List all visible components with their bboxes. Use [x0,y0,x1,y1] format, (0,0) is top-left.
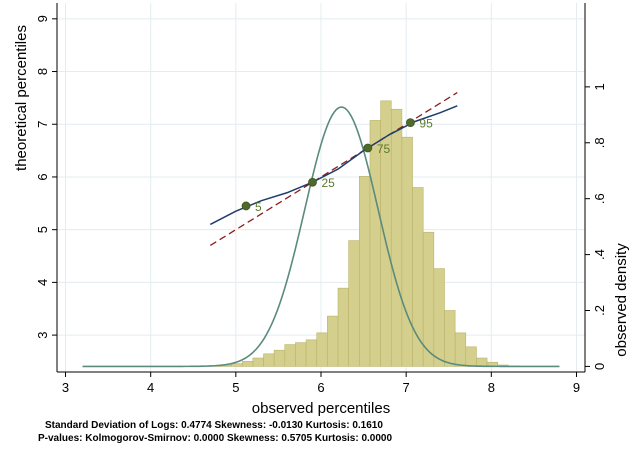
y-tick-right-label: .2 [592,305,607,316]
y-tick-left-label: 7 [35,121,50,128]
x-tick-label: 8 [488,380,495,395]
histogram-bar [316,332,328,367]
stats-line-1: Standard Deviation of Logs: 0.4774 Skewn… [45,420,383,431]
x-axis-title: observed percentiles [252,400,390,417]
x-tick-label: 4 [147,380,154,395]
histogram-bar [231,363,243,367]
histogram-bar [476,357,488,367]
curves [82,92,560,368]
histogram-bar [380,100,392,367]
histogram-bar [348,240,360,367]
stats-line-2: P-values: Kolmogorov-Smirnov: 0.0000 Ske… [38,433,392,444]
y-tick-right-label: .4 [592,249,607,260]
percentile-label: 5 [255,200,262,214]
histogram-bar [433,268,445,367]
percentile-label: 95 [419,117,433,131]
histogram-bars [209,100,520,367]
y-tick-right-label: 1 [592,83,607,90]
histogram-bar [390,108,403,367]
y-tick-left-label: 3 [35,331,50,338]
histogram-bar [401,136,413,367]
y-tick-left-label: 4 [35,279,50,286]
percentile-marker [241,201,251,211]
y-tick-left-label: 8 [35,68,50,75]
x-tick-label: 9 [573,380,580,395]
y-axis-left-title: theoretical percentiles [13,25,30,171]
histogram-bar [252,357,264,367]
y-tick-left-label: 6 [35,173,50,180]
y-tick-left-label: 5 [35,226,50,233]
histogram-bar [295,342,307,367]
y-tick-right-label: .8 [592,137,607,148]
histogram-bar [263,353,275,367]
axes: 3 4 5 6 7 8 9 3 4 5 6 7 8 9 0 .2 .4 .6 .8 1 [35,3,607,395]
histogram-bar [412,187,424,367]
y-axis-right-title: observed density [613,243,630,357]
histogram-bar [444,310,456,367]
histogram-bar [273,349,286,367]
x-tick-label: 6 [317,380,324,395]
histogram-bar [359,176,371,367]
qq-curve [209,105,458,226]
histogram-bar [465,346,477,367]
density-curve [82,106,560,368]
reference-line [209,92,458,247]
percentile-marker [363,143,373,153]
histogram-bar [369,120,381,367]
percentile-marker [406,118,415,128]
percentile-label: 25 [321,176,335,190]
histogram-bar [454,332,467,367]
histogram-bar [241,361,254,367]
percentile-marker [308,177,317,187]
percentile-markers: 5 25 75 95 [241,117,433,214]
y-tick-right-label: .6 [592,193,607,204]
x-tick-label: 3 [62,380,69,395]
x-tick-label: 7 [403,380,410,395]
y-tick-right-label: 0 [592,363,607,370]
x-tick-label: 5 [232,380,239,395]
percentile-label: 75 [377,142,391,156]
y-tick-left-label: 9 [35,15,50,22]
histogram-bar [327,315,339,367]
histogram-bar [284,344,296,367]
histogram-bar [305,339,318,367]
histogram-bar [337,287,349,367]
